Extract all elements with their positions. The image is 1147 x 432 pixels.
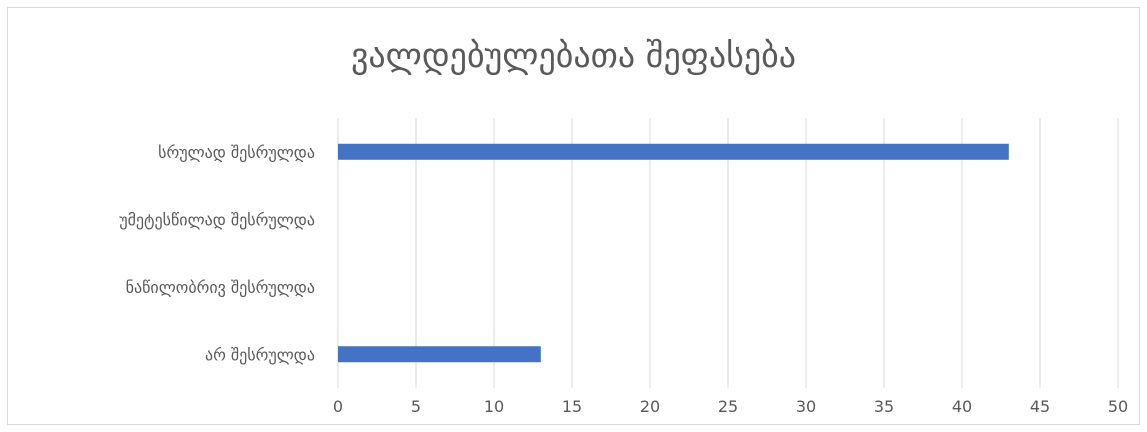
x-tick-label: 35 — [874, 397, 894, 416]
x-tick-label: 5 — [411, 397, 421, 416]
category-label: არ შესრულდა — [205, 345, 315, 364]
x-tick-label: 45 — [1030, 397, 1050, 416]
category-label: სრულად შესრულდა — [158, 143, 315, 162]
x-tick-label: 30 — [796, 397, 816, 416]
x-tick-label: 10 — [484, 397, 504, 416]
x-tick-label: 50 — [1108, 397, 1128, 416]
chart-title: ვალდებულებათა შეფასება — [350, 36, 797, 76]
chart-frame — [7, 7, 1140, 425]
bar — [338, 346, 541, 363]
category-label: უმეტესწილად შესრულდა — [119, 210, 315, 229]
x-tick-label: 40 — [952, 397, 972, 416]
x-tick-label: 0 — [333, 397, 343, 416]
x-tick-label: 20 — [640, 397, 660, 416]
category-label: ნაწილობრივ შესრულდა — [126, 278, 315, 297]
x-tick-label: 25 — [718, 397, 738, 416]
bar — [338, 143, 1009, 160]
x-tick-label: 15 — [562, 397, 582, 416]
